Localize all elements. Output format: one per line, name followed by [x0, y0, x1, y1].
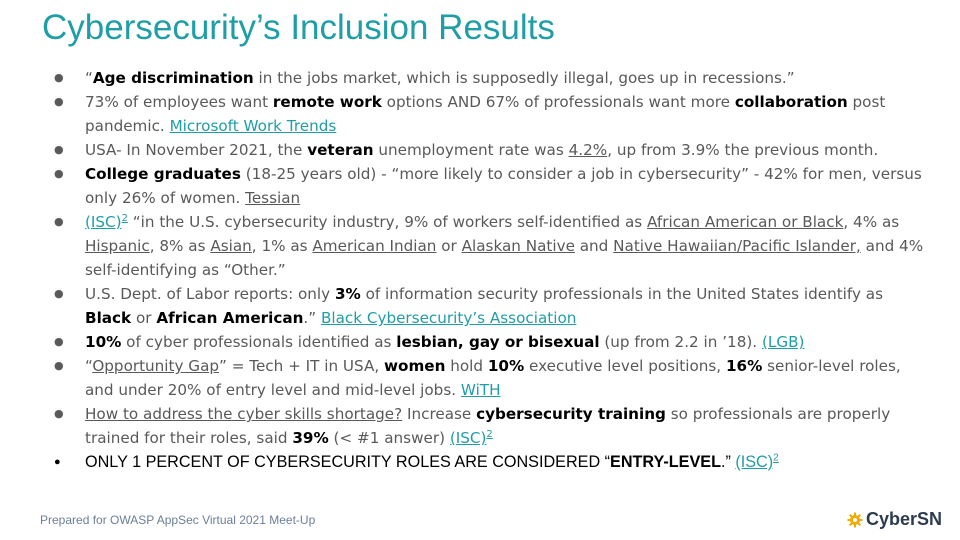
bullet-lgb: 10% of cyber professionals identified as…	[48, 330, 928, 354]
text: and 4% self-identifying as “Other.”	[85, 237, 924, 279]
bold-text: Age discrimination	[92, 69, 254, 87]
bold-text: Black	[85, 309, 132, 327]
text: (up from 2.2 in ’18).	[599, 333, 762, 351]
text: post pandemic.	[85, 93, 886, 135]
bold-text: College graduates	[85, 165, 241, 183]
text: (18-25 years old) - “more likely to cons…	[85, 165, 922, 207]
bold-text: lesbian, gay or bisexual	[396, 333, 600, 351]
bullet-opportunity-gap: “Opportunity Gap” = Tech + IT in USA, wo…	[48, 354, 928, 402]
slide-title: Cybersecurity’s Inclusion Results	[42, 8, 555, 47]
text: or	[131, 309, 157, 327]
isc-superscript[interactable]: 2	[773, 452, 779, 464]
text: and	[574, 237, 614, 255]
text: unemployment rate was	[373, 141, 569, 159]
text: “	[85, 357, 93, 375]
bold-text: ENTRY-LEVEL	[610, 453, 721, 471]
text: , 4% as	[843, 213, 900, 231]
text: , up from 3.9% the previous month.	[607, 141, 879, 159]
isc-link[interactable]: (ISC)	[735, 453, 774, 471]
bullet-entry-level: ONLY 1 PERCENT OF CYBERSECURITY ROLES AR…	[48, 450, 928, 474]
text: 73% of employees want	[85, 93, 273, 111]
text: .”	[303, 309, 321, 327]
text: options AND 67% of professionals want mo…	[381, 93, 735, 111]
text: of information security professionals in…	[360, 285, 883, 303]
cybersn-logo: CyberSN	[847, 509, 942, 530]
text: “	[85, 69, 93, 87]
bold-text: veteran	[307, 141, 374, 159]
text: , 8% as	[149, 237, 211, 255]
text: USA- In November 2021, the	[85, 141, 308, 159]
isc-link[interactable]: (ISC)	[85, 213, 122, 231]
footer-text: Prepared for OWASP AppSec Virtual 2021 M…	[40, 513, 316, 527]
asian-link[interactable]: Asian	[210, 237, 252, 255]
text: Increase	[402, 405, 477, 423]
lgb-link[interactable]: (LGB)	[761, 333, 805, 351]
opportunity-gap-link[interactable]: Opportunity Gap	[92, 357, 220, 375]
isc-link[interactable]: (ISC)	[449, 429, 487, 447]
hispanic-link[interactable]: Hispanic	[85, 237, 150, 255]
text: “in the U.S. cybersecurity industry, 9% …	[127, 213, 648, 231]
bullet-veteran: USA- In November 2021, the veteran unemp…	[48, 138, 928, 162]
bold-text: 10%	[85, 333, 122, 351]
bold-text: remote work	[272, 93, 382, 111]
bullet-isc-demographics: (ISC)2 “in the U.S. cybersecurity indust…	[48, 210, 928, 282]
bullet-skills-shortage: How to address the cyber skills shortage…	[48, 402, 928, 450]
text: so professionals are properly trained fo…	[85, 405, 891, 447]
text: or	[436, 237, 462, 255]
text: .”	[720, 453, 736, 471]
logo-text: CyberSN	[866, 509, 943, 529]
isc-superscript[interactable]: 2	[121, 212, 128, 224]
african-american-link[interactable]: African American or Black	[647, 213, 844, 231]
bold-text: collaboration	[734, 93, 848, 111]
bold-text: 39%	[292, 429, 329, 447]
bullet-college-graduates: College graduates (18-25 years old) - “m…	[48, 162, 928, 210]
bold-text: cybersecurity training	[476, 405, 666, 423]
skills-shortage-link[interactable]: How to address the cyber skills shortage…	[85, 405, 403, 423]
text: senior-level roles, and under 20% of ent…	[85, 357, 901, 399]
tessian-link[interactable]: Tessian	[245, 189, 301, 207]
with-link[interactable]: WiTH	[460, 381, 501, 399]
text: ONLY 1 PERCENT OF CYBERSECURITY ROLES AR…	[85, 453, 611, 471]
alaskan-native-link[interactable]: Alaskan Native	[461, 237, 575, 255]
microsoft-work-trends-link[interactable]: Microsoft Work Trends	[169, 117, 337, 135]
bullet-remote-work: 73% of employees want remote work option…	[48, 90, 928, 138]
text: executive level positions,	[524, 357, 726, 375]
bullet-age-discrimination: “Age discrimination in the jobs market, …	[48, 66, 928, 90]
bullet-list: “Age discrimination in the jobs market, …	[48, 66, 928, 474]
native-hawaiian-link[interactable]: Native Hawaiian/Pacific Islander,	[613, 237, 861, 255]
rate-link[interactable]: 4.2%	[568, 141, 608, 159]
bold-text: 3%	[334, 285, 361, 303]
text: (< #1 answer)	[328, 429, 450, 447]
bold-text: 10%	[487, 357, 525, 375]
text: , 1% as	[251, 237, 313, 255]
isc-superscript[interactable]: 2	[486, 428, 493, 440]
text: U.S. Dept. of Labor reports: only	[85, 285, 335, 303]
black-cybersecurity-association-link[interactable]: Black Cybersecurity’s Association	[320, 309, 577, 327]
text: hold	[445, 357, 488, 375]
gear-icon	[847, 512, 863, 527]
bullet-dept-of-labor: U.S. Dept. of Labor reports: only 3% of …	[48, 282, 928, 330]
american-indian-link[interactable]: American Indian	[312, 237, 437, 255]
text: ” = Tech + IT in USA,	[219, 357, 384, 375]
text: in the jobs market, which is supposedly …	[253, 69, 795, 87]
bold-text: women	[384, 357, 446, 375]
text: of cyber professionals identified as	[121, 333, 397, 351]
bold-text: African American	[156, 309, 304, 327]
bold-text: 16%	[725, 357, 763, 375]
